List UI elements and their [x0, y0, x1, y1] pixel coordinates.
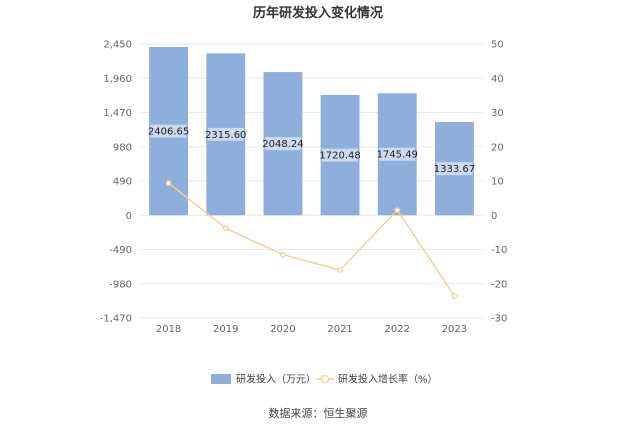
x-tick-label: 2018	[156, 324, 181, 335]
x-tick-label: 2022	[385, 324, 410, 335]
y-right-tick-label: 30	[491, 108, 504, 119]
y-right-tick-label: 50	[491, 40, 504, 51]
data-label: 1720.48	[319, 151, 360, 162]
y-left-tick-label: 2,450	[103, 40, 132, 51]
x-tick-label: 2019	[213, 324, 238, 335]
y-right-tick-label: 40	[491, 74, 504, 85]
data-label: 1745.49	[377, 150, 418, 161]
legend: 研发投入（万元） 研发投入增长率（%）	[211, 373, 438, 386]
legend-bar-swatch	[211, 374, 231, 384]
source-note: 数据来源：恒生聚源	[269, 406, 368, 420]
y-left-tick-label: 490	[113, 177, 132, 188]
data-label-bg	[436, 162, 473, 176]
y-left-tick-label: -980	[109, 279, 132, 290]
data-label-bg	[150, 124, 187, 138]
bar-series: 2406.65 2315.60 2048.24 1720.48 1745.49 1333.…	[148, 47, 475, 216]
growth-point	[222, 225, 229, 232]
gridlines	[140, 43, 483, 319]
data-label: 2048.24	[262, 139, 303, 150]
growth-point	[165, 180, 172, 186]
data-label-bg	[322, 148, 359, 162]
data-label: 2315.60	[205, 130, 246, 141]
growth-point	[394, 207, 401, 213]
right-axis: 50 40 30 20 10 0 -10 -20 -30	[491, 40, 507, 325]
x-tick-label: 2020	[270, 324, 295, 335]
y-right-tick-label: -10	[491, 245, 507, 256]
x-axis: 2018 2019 2020 2021 2022 2023	[156, 324, 467, 335]
data-label-bg	[264, 137, 301, 151]
legend-line-marker	[320, 374, 330, 384]
legend-line-label: 研发投入增长率（%）	[338, 373, 438, 386]
y-right-tick-label: -30	[491, 314, 507, 325]
x-tick-label: 2021	[327, 324, 352, 335]
y-right-tick-label: 0	[491, 211, 497, 222]
y-left-tick-label: 0	[126, 211, 132, 222]
data-label: 1333.67	[434, 164, 475, 175]
y-left-tick-label: 1,470	[103, 108, 132, 119]
y-right-tick-label: 20	[491, 142, 504, 153]
legend-bar-label: 研发投入（万元）	[236, 373, 316, 386]
y-right-tick-label: -20	[491, 279, 507, 290]
data-label-bg	[207, 127, 244, 141]
left-axis: 2,450 1,960 1,470 980 490 0 -490 -980 -1,470	[100, 40, 132, 325]
y-left-tick-label: -490	[109, 245, 132, 256]
data-label: 2406.65	[148, 127, 189, 138]
growth-point	[451, 293, 458, 299]
growth-line	[168, 182, 455, 297]
y-left-tick-label: 980	[113, 142, 132, 153]
x-tick-label: 2023	[442, 324, 467, 335]
growth-point	[280, 251, 286, 258]
data-label-bg	[379, 147, 416, 161]
chart-title: 历年研发投入变化情况	[253, 5, 383, 21]
line-series	[165, 180, 458, 299]
growth-point	[337, 267, 343, 273]
y-left-tick-label: -1,470	[100, 314, 132, 325]
y-left-tick-label: 1,960	[103, 74, 132, 85]
y-right-tick-label: 10	[491, 177, 504, 188]
